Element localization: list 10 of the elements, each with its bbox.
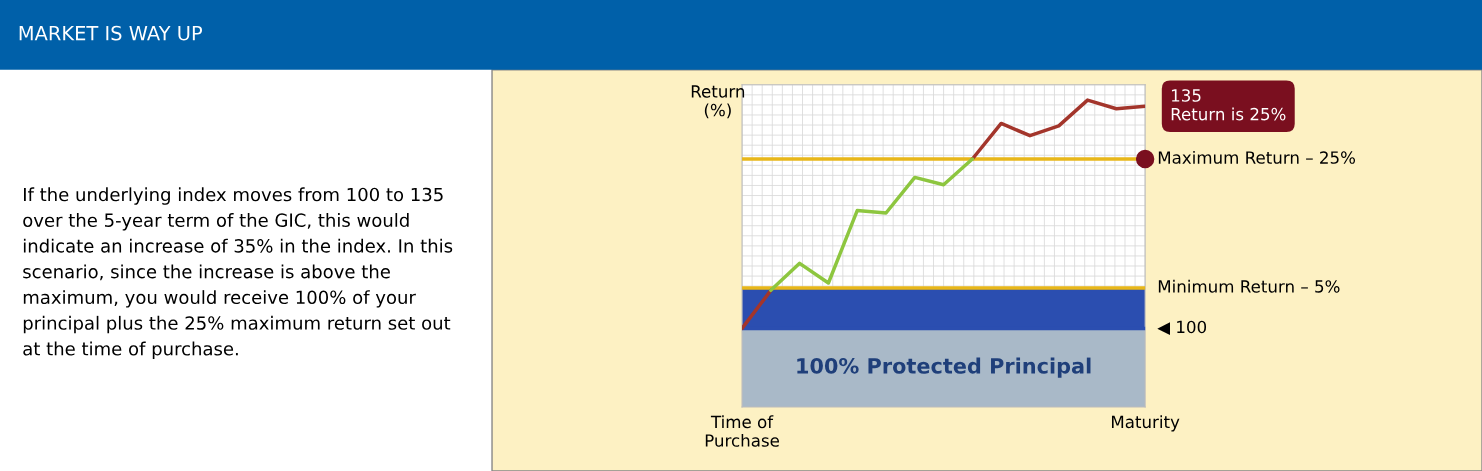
text: MARKET IS WAY UP [19,25,203,41]
x-tick-label: Time of Purchase [705,415,779,447]
ref-line-label: Minimum Return – 5% [1158,279,1340,293]
text: 135 Return is 25% [1171,89,1286,121]
x-tick-label: Maturity [1111,415,1180,432]
y-axis-title: Return (%) [691,85,745,119]
ref-line-label: Maximum Return – 25% [1158,150,1356,164]
ref-line-label: ◀ 100 [1157,320,1207,336]
band-label: 100% Protected Principal [797,357,1091,378]
text: If the underlying index moves from 100 to 135 over the 5-year term of the GIC, this would indicate an increase of 35% in the index. In this scenario, since the increase is above the maximum, you would receive 100% of your principal plus the 25% maximum return set out at the time of purchase. [23,187,453,360]
